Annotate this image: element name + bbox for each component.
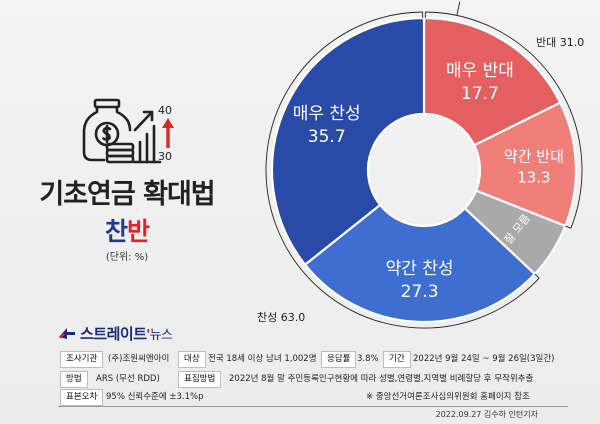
method-value: ARS (무선 RDD) (96, 374, 160, 384)
brand-mark-icon (59, 328, 75, 339)
surveyor-value: (주)조원씨앤아이 (108, 354, 170, 364)
slice-value-0: 17.7 (461, 84, 499, 104)
chart-subtitle: 찬반 (22, 212, 232, 248)
slice-3 (303, 203, 537, 324)
subtitle-approve: 찬 (104, 217, 128, 246)
target-value: 전국 18세 이상 남녀 1,002명 (208, 354, 317, 364)
period-value: 2022년 9월 24일 ~ 9월 26일(3일간) (413, 354, 555, 364)
period-tag: 기간 (383, 351, 411, 368)
slice-value-3: 27.3 (401, 282, 439, 302)
slice-0 (422, 16, 562, 147)
approve-group-arc (265, 11, 540, 329)
footer-divider (58, 406, 568, 407)
oppose-group-arc (424, 1, 583, 229)
error-tag: 표본오차 (60, 389, 104, 406)
method-tag: 방법 (60, 371, 88, 388)
error-value: 95% 신뢰수준에 ±3.1%p (106, 392, 204, 402)
slice-label-3: 약간 찬성 (386, 259, 454, 279)
approve-total-label: 찬성 63.0 (257, 311, 306, 324)
footer-credit: 2022.09.27 김수하 인턴기자 (435, 410, 538, 419)
slice-4 (270, 16, 426, 267)
slice-value-4: 35.7 (308, 127, 346, 147)
pension-jar-icon (82, 98, 174, 164)
slice-1 (472, 101, 578, 228)
page-title: 기초연금 확대법 (39, 179, 215, 210)
brand-name-sub: 뉴스 (149, 326, 173, 342)
brand-name: 스트레이트 (80, 325, 147, 343)
subtitle-oppose: 반 (127, 217, 150, 246)
rate-value: 3.8% (357, 354, 379, 364)
icon-upper-label: 40 (158, 104, 172, 117)
oppose-total-label: 반대 31.0 (536, 36, 585, 49)
unit-label: (단위: %) (105, 252, 149, 263)
brand-logo: 스트레이트'뉴스 (58, 323, 173, 343)
slice-label-4: 매우 찬성 (293, 104, 361, 124)
rate-tag: 응답률 (321, 351, 357, 368)
source-note: ※ 중앙선거여론조사심의위원회 홈페이지 참조 (366, 392, 530, 402)
surveyor-tag: 조사기관 (60, 351, 104, 368)
slice-label-0: 매우 반대 (446, 61, 514, 81)
sampling-tag: 표집방법 (178, 371, 222, 388)
slice-label-1: 약간 반대 (504, 148, 564, 166)
target-tag: 대상 (178, 351, 206, 368)
sampling-value: 2022년 8월 말 주민등록인구현황에 따라 성별,연령별,지역별 비례할당 … (229, 374, 534, 384)
slice-value-1: 13.3 (517, 169, 550, 187)
icon-lower-label: 30 (158, 150, 172, 163)
